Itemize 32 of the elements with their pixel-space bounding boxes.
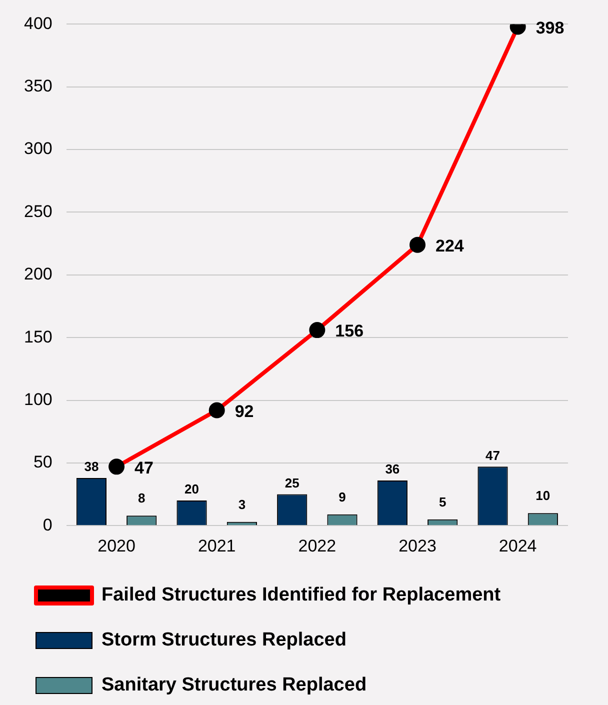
legend-label: Failed Structures Identified for Replacement [102, 584, 502, 606]
y-tick-label: 200 [24, 264, 52, 284]
data-label: 9 [338, 489, 346, 504]
y-tick-label: 150 [24, 327, 52, 346]
y-tick-label: 300 [24, 139, 52, 158]
y-tick-label: 50 [33, 452, 52, 472]
data-label: 10 [536, 488, 550, 504]
data-label: 224 [436, 236, 464, 256]
y-tick-label: 250 [24, 202, 52, 221]
data-label: 398 [536, 18, 564, 38]
data-label: 47 [134, 458, 154, 478]
legend-label: Storm Structures Replaced [102, 630, 346, 651]
x-tick-label: 2022 [298, 536, 336, 556]
data-label: 47 [486, 448, 500, 463]
data-label: 92 [234, 402, 254, 421]
x-tick-label: 2020 [98, 536, 136, 556]
x-tick-label: 2023 [398, 536, 436, 556]
y-tick-label: 100 [24, 390, 52, 409]
x-tick-label: 2024 [498, 536, 537, 556]
data-label: 8 [138, 490, 146, 506]
data-label: 3 [238, 496, 246, 512]
y-tick-label: 350 [24, 76, 52, 96]
data-label: 25 [284, 475, 300, 490]
data-label: 20 [184, 482, 200, 497]
x-tick-label: 2021 [198, 536, 236, 556]
legend-label: Sanitary Structures Replaced [102, 674, 367, 696]
data-label: 156 [335, 322, 364, 341]
y-tick-label: 0 [42, 515, 52, 534]
data-label: 38 [84, 459, 99, 474]
data-label: 5 [438, 494, 446, 510]
data-label: 36 [385, 462, 400, 477]
y-tick-label: 400 [24, 14, 52, 33]
